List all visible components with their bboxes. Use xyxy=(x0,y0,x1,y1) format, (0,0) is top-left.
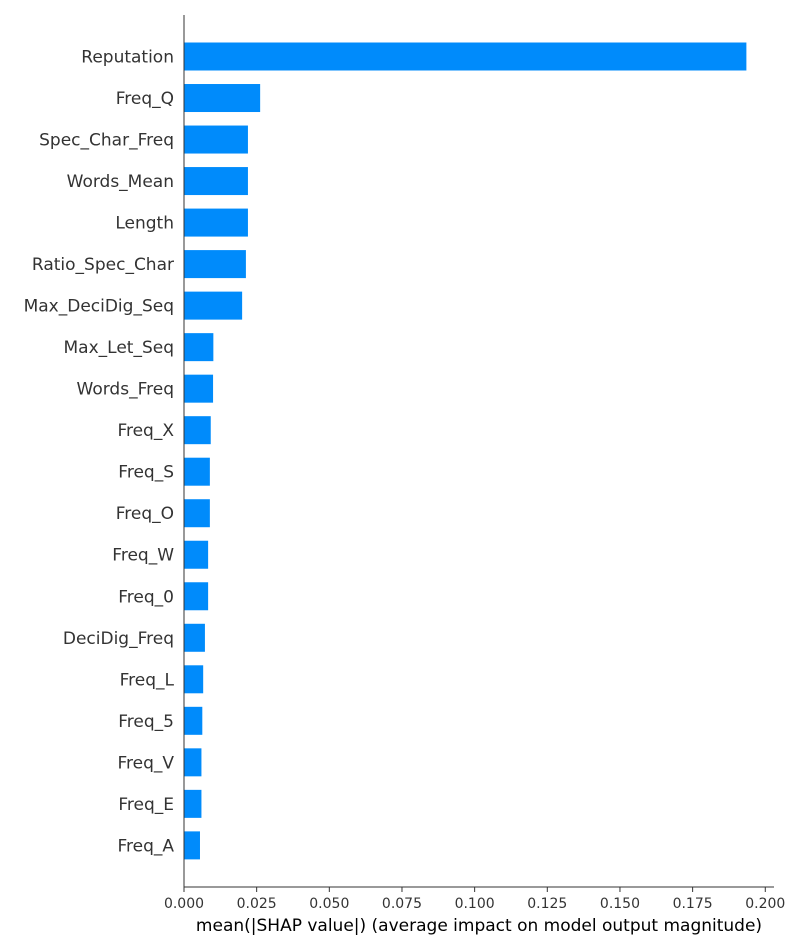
x-tick-label: 0.150 xyxy=(600,896,640,912)
bar-freq-s xyxy=(184,457,210,486)
category-label: Freq_Q xyxy=(116,89,174,109)
bar-freq-w xyxy=(184,540,209,569)
bar-freq-5 xyxy=(184,706,203,735)
category-label: Freq_A xyxy=(117,836,174,856)
bar-freq-q xyxy=(184,84,261,113)
x-axis-title: mean(|SHAP value|) (average impact on mo… xyxy=(196,916,762,936)
category-label: Words_Mean xyxy=(67,172,174,192)
category-label: Freq_V xyxy=(117,753,174,773)
bar-freq-a xyxy=(184,831,200,860)
category-label: DeciDig_Freq xyxy=(63,629,174,649)
bar-ratio-spec-char xyxy=(184,250,246,279)
category-label: Reputation xyxy=(81,48,174,68)
x-tick-label: 0.175 xyxy=(673,896,713,912)
bar-max-decidig-seq xyxy=(184,291,243,320)
bar-freq-v xyxy=(184,748,202,777)
bar-reputation xyxy=(184,42,747,71)
category-label: Freq_S xyxy=(118,463,174,483)
category-label: Length xyxy=(115,214,174,234)
x-tick-label: 0.200 xyxy=(745,896,785,912)
category-label: Max_Let_Seq xyxy=(64,338,174,358)
x-tick-label: 0.125 xyxy=(527,896,567,912)
x-tick-label: 0.025 xyxy=(237,896,277,912)
bar-spec-char-freq xyxy=(184,125,248,154)
x-tick-label: 0.075 xyxy=(382,896,422,912)
category-label: Ratio_Spec_Char xyxy=(32,255,174,275)
bar-freq-e xyxy=(184,789,202,818)
x-tick-label: 0.100 xyxy=(455,896,495,912)
category-label: Spec_Char_Freq xyxy=(39,131,174,151)
x-tick-label: 0.000 xyxy=(164,896,204,912)
bar-decidig-freq xyxy=(184,623,205,652)
category-label: Freq_0 xyxy=(118,587,174,607)
bar-freq-x xyxy=(184,416,211,445)
x-ticks-group: 0.000 0.025 0.050 0.075 0.100 0.125 0.150 0.175… xyxy=(164,887,785,912)
bar-freq-l xyxy=(184,665,204,694)
category-label: Freq_L xyxy=(120,670,175,690)
bars-group xyxy=(184,42,747,860)
bar-words-freq xyxy=(184,374,214,403)
category-label: Freq_W xyxy=(112,546,174,566)
bar-freq-0 xyxy=(184,582,209,611)
bar-freq-o xyxy=(184,499,210,528)
category-label: Words_Freq xyxy=(77,380,174,400)
category-label: Freq_O xyxy=(116,504,174,524)
category-label: Freq_X xyxy=(117,421,174,441)
bar-max-let-seq xyxy=(184,333,214,362)
category-label: Freq_5 xyxy=(118,712,174,732)
category-label: Freq_E xyxy=(118,795,174,815)
bar-words-mean xyxy=(184,167,248,196)
category-labels-group: Reputation Freq_Q Spec_Char_Freq Words_Mean… xyxy=(24,48,175,857)
x-tick-label: 0.050 xyxy=(309,896,349,912)
bar-length xyxy=(184,208,248,237)
category-label: Max_DeciDig_Seq xyxy=(24,297,174,317)
